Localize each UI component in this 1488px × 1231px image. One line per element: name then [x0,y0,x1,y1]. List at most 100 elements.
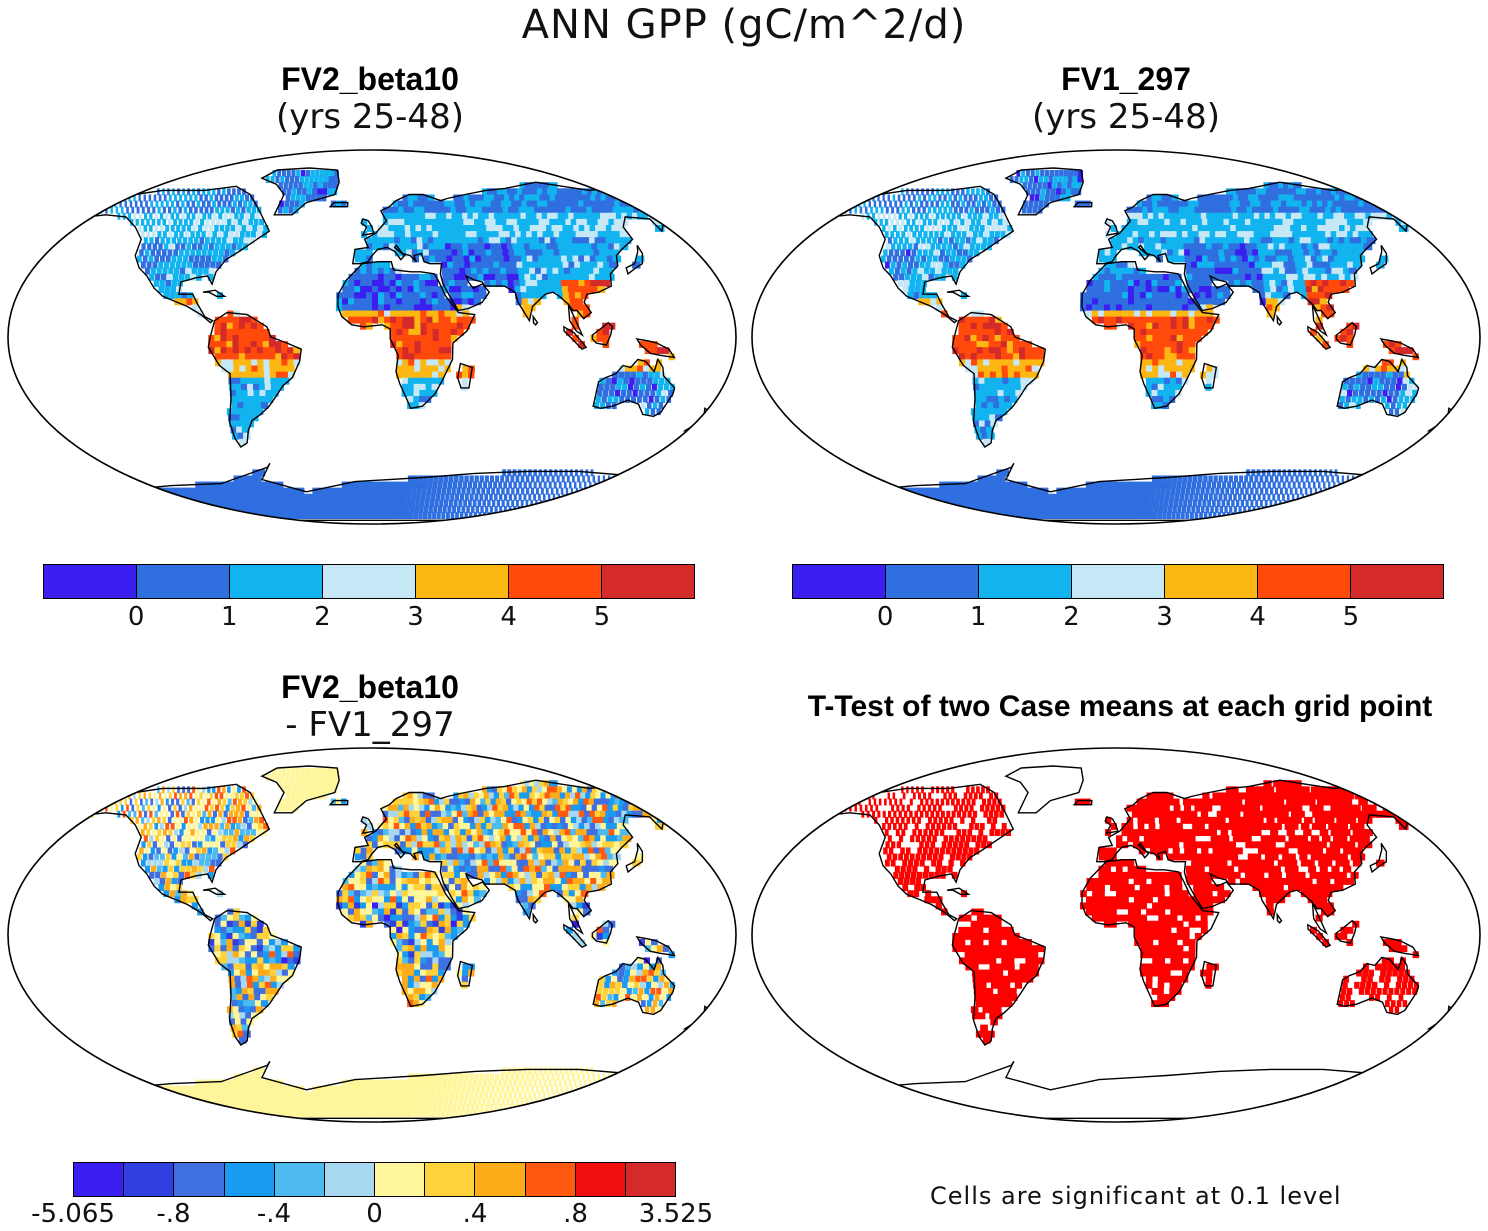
grid-cell [143,487,153,495]
grid-cell [1351,206,1361,214]
grid-cell [220,481,229,489]
grid-cell [1193,292,1201,300]
grid-cell [1053,499,1061,507]
grid-cell [538,255,547,263]
grid-cell [1297,481,1301,489]
grid-cell [576,304,584,312]
grid-cell [1134,304,1141,312]
grid-cell [275,176,280,184]
grid-cell [196,493,205,501]
grid-cell [408,328,416,336]
grid-cell [1257,493,1261,501]
grid-cell [362,512,369,520]
grid-cell [607,506,609,513]
grid-cell [1337,267,1346,275]
grid-cell [1055,194,1061,202]
grid-cell [607,206,617,214]
grid-cell [362,506,369,513]
grid-cell [495,475,500,483]
grid-cell [952,334,960,342]
grid-cell [1170,225,1178,232]
grid-cell [1259,212,1268,220]
grid-cell [471,487,476,495]
grid-cell [937,487,946,495]
grid-cell [1032,182,1037,190]
grid-cell [136,499,147,507]
grid-cell [605,377,611,385]
grid-cell [1276,255,1285,263]
grid-cell [205,481,214,489]
grid-cell [1341,231,1351,239]
grid-cell [1273,194,1282,202]
grid-cell [1121,298,1129,306]
grid-cell [1229,200,1238,208]
grid-cell [237,512,246,520]
grid-cell [1300,225,1310,232]
grid-cell [930,212,935,220]
grid-cell [546,243,555,251]
grid-cell [179,267,186,275]
grid-cell [172,188,175,196]
grid-cell [1209,231,1217,239]
grid-cell [343,499,350,507]
grid-cell [877,212,881,220]
grid-cell [524,273,533,281]
grid-cell [609,481,612,489]
grid-cell [437,377,445,385]
grid-cell [1104,286,1111,294]
grid-cell [1216,237,1224,245]
grid-cell [1322,499,1325,507]
grid-cell [393,212,400,220]
grid-cell [299,176,305,184]
grid-cell [1277,218,1286,226]
grid-cell [532,506,535,513]
grid-cell [582,304,590,312]
grid-cell [488,237,497,245]
grid-cell [348,298,355,306]
grid-cell [395,279,403,287]
grid-cell [471,231,479,239]
grid-cell [178,487,188,495]
grid-cell [1301,200,1311,208]
grid-cell [325,512,333,520]
grid-cell [255,481,264,489]
grid-cell [1048,499,1056,507]
grid-cell [1145,487,1151,495]
grid-cell [1319,231,1329,239]
grid-cell [1296,512,1298,520]
grid-cell [283,182,288,190]
grid-cell [490,218,498,226]
grid-cell [98,506,110,513]
grid-cell [914,499,924,507]
grid-cell [901,188,904,196]
grid-cell [225,225,230,232]
grid-cell [396,353,404,361]
grid-cell [637,212,647,220]
grid-cell [133,487,144,495]
grid-cell [1306,212,1316,220]
grid-cell [1170,304,1178,312]
grid-cell [233,512,242,520]
grid-cell [1238,506,1242,513]
grid-cell [1170,359,1178,367]
grid-cell [1385,377,1391,385]
grid-cell [69,475,80,483]
grid-cell [365,310,373,318]
grid-cell [1404,487,1406,495]
grid-cell [154,255,160,263]
grid-cell [635,506,637,513]
grid-cell [1245,243,1254,251]
grid-cell [202,212,207,220]
grid-cell [1110,267,1117,275]
grid-cell [977,371,986,379]
grid-cell [419,389,426,397]
grid-cell [600,402,606,410]
grid-cell [1297,231,1307,239]
grid-cell [951,188,955,196]
grid-cell [621,499,623,507]
grid-cell [990,383,999,391]
grid-cell [664,481,666,489]
grid-cell [1140,304,1147,312]
grid-cell [1037,359,1045,367]
grid-cell [893,237,898,245]
